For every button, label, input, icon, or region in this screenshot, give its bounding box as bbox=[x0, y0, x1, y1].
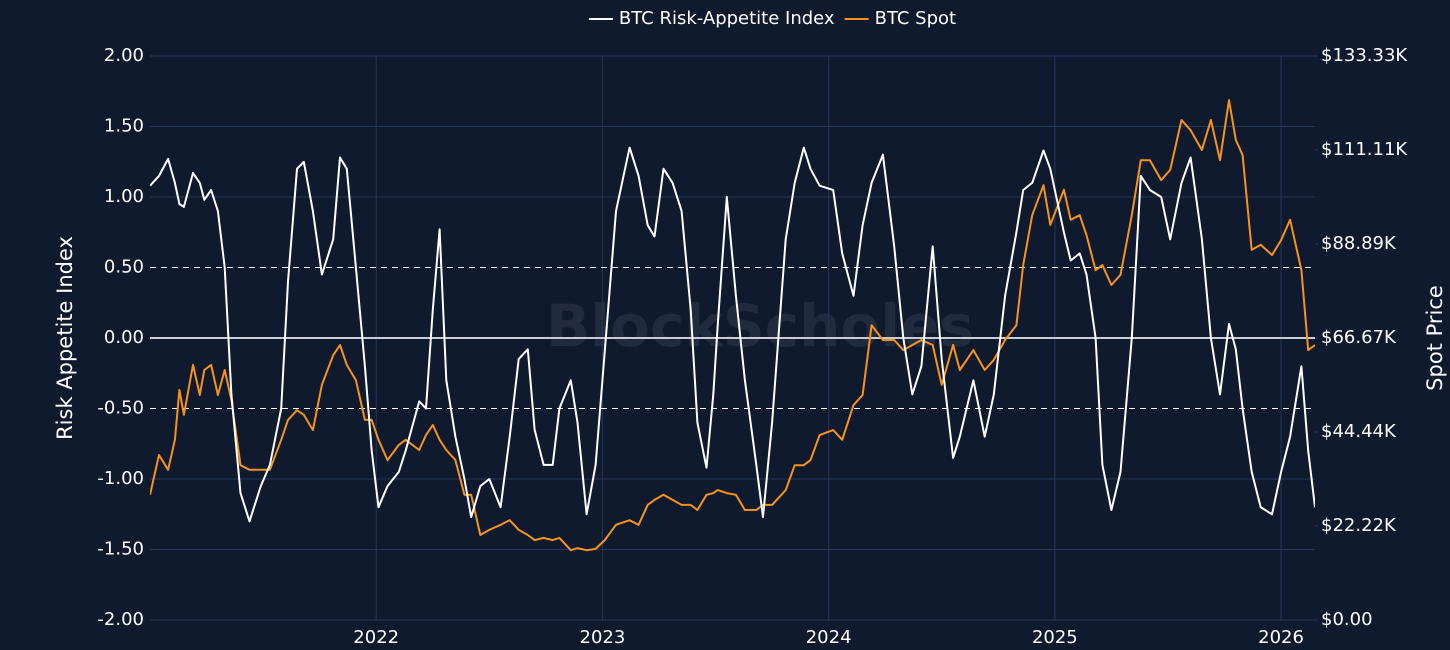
grid bbox=[150, 55, 1318, 621]
y-tick-label: -2.00 bbox=[97, 609, 144, 630]
y-tick-label: 1.00 bbox=[104, 186, 144, 207]
y-tick-label: -0.50 bbox=[97, 398, 144, 419]
y2-tick-label: $133.33K bbox=[1321, 45, 1408, 66]
x-tick-label: 2023 bbox=[580, 627, 626, 648]
y2-tick-label: $44.44K bbox=[1321, 421, 1397, 442]
x-tick-label: 2026 bbox=[1258, 627, 1304, 648]
y-tick-label: 0.50 bbox=[104, 257, 144, 278]
y2-tick-label: $22.22K bbox=[1321, 515, 1397, 536]
y-tick-label: 1.50 bbox=[104, 116, 144, 137]
legend-label: BTC Spot bbox=[875, 8, 957, 29]
y-tick-label: -1.00 bbox=[97, 468, 144, 489]
series-line bbox=[150, 146, 1315, 523]
y2-tick-label: $111.11K bbox=[1321, 139, 1408, 160]
x-tick-label: 2024 bbox=[806, 627, 852, 648]
x-tick-label: 2022 bbox=[353, 627, 399, 648]
y2-tick-label: $66.67K bbox=[1321, 327, 1397, 348]
y2-tick-label: $88.89K bbox=[1321, 233, 1397, 254]
legend-label: BTC Risk-Appetite Index bbox=[619, 8, 835, 29]
y2-axis-label: Spot Price bbox=[1423, 285, 1447, 391]
y-tick-label: -1.50 bbox=[97, 539, 144, 560]
y-tick-label: 0.00 bbox=[104, 327, 144, 348]
x-tick-label: 2025 bbox=[1032, 627, 1078, 648]
y2-tick-label: $0.00 bbox=[1321, 609, 1373, 630]
y-tick-label: 2.00 bbox=[104, 45, 144, 66]
y-axis-label: Risk Appetite Index bbox=[53, 236, 77, 440]
watermark: BlockScholes bbox=[546, 292, 974, 360]
legend: BTC Risk-Appetite Index BTC Spot bbox=[588, 8, 957, 29]
series-line bbox=[150, 99, 1315, 552]
